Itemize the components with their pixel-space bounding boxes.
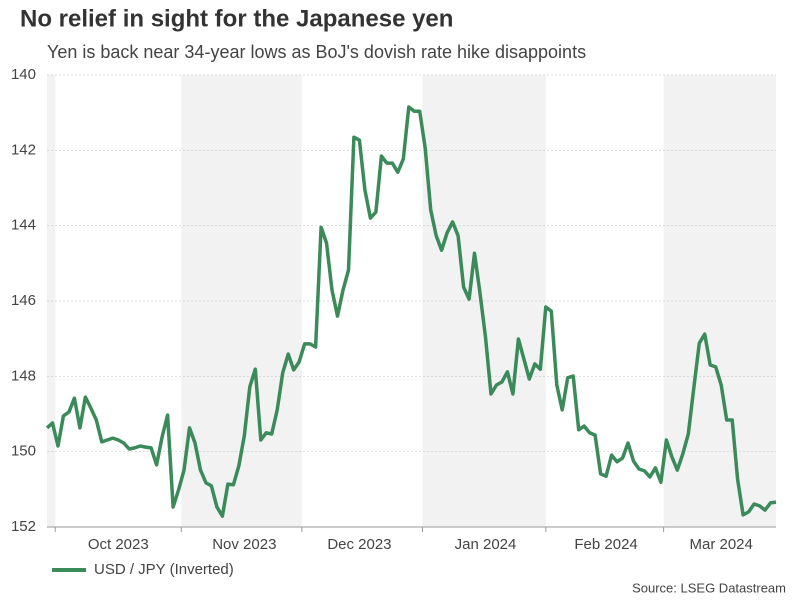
y-tick-label: 150 bbox=[11, 443, 36, 460]
x-tick-label: Mar 2024 bbox=[690, 536, 753, 553]
x-tick-label: Feb 2024 bbox=[574, 536, 637, 553]
y-tick-label: 146 bbox=[11, 292, 36, 309]
line bbox=[45, 105, 777, 518]
x-tick-label: Nov 2023 bbox=[212, 536, 276, 553]
y-tick-label: 148 bbox=[11, 367, 36, 384]
chart-title: No relief in sight for the Japanese yen bbox=[20, 5, 453, 32]
legend-label: USD / JPY (Inverted) bbox=[94, 561, 234, 578]
x-tick-label: Jan 2024 bbox=[455, 536, 517, 553]
y-tick-label: 140 bbox=[11, 66, 36, 83]
y-tick-label: 152 bbox=[11, 518, 36, 535]
source: Source: LSEG Datastream bbox=[632, 580, 786, 595]
y-tick-label: 142 bbox=[11, 141, 36, 158]
x-tick-label: Oct 2023 bbox=[88, 536, 149, 553]
x-tick-label: Dec 2023 bbox=[327, 536, 391, 553]
chart-subtitle: Yen is back near 34-year lows as BoJ's d… bbox=[47, 42, 586, 62]
y-tick-label: 144 bbox=[11, 217, 36, 234]
